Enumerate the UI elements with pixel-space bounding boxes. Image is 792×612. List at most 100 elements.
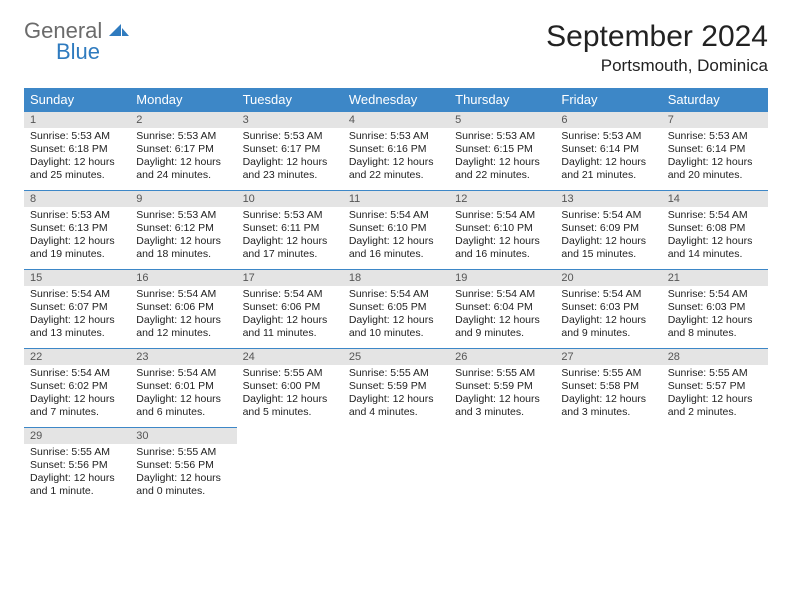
sunrise-text: Sunrise: 5:54 AM — [30, 288, 124, 301]
calendar-body: 1 Sunrise: 5:53 AM Sunset: 6:18 PM Daylight… — [24, 112, 768, 507]
daylight-text-2: and 10 minutes. — [349, 327, 443, 340]
weekday-header: Saturday — [662, 88, 768, 112]
sunrise-text: Sunrise: 5:53 AM — [243, 130, 337, 143]
day-details: Sunrise: 5:54 AMSunset: 6:04 PMDaylight:… — [449, 286, 555, 345]
daylight-text-2: and 22 minutes. — [455, 169, 549, 182]
sunset-text: Sunset: 6:09 PM — [561, 222, 655, 235]
sunset-text: Sunset: 6:10 PM — [455, 222, 549, 235]
daylight-text: Daylight: 12 hours — [349, 156, 443, 169]
day-number: 4 — [343, 112, 449, 128]
calendar-day-cell — [662, 428, 768, 507]
day-number: 14 — [662, 191, 768, 207]
day-details: Sunrise: 5:53 AMSunset: 6:17 PMDaylight:… — [130, 128, 236, 187]
day-details: Sunrise: 5:54 AMSunset: 6:10 PMDaylight:… — [449, 207, 555, 266]
day-number: 1 — [24, 112, 130, 128]
sunset-text: Sunset: 6:04 PM — [455, 301, 549, 314]
day-details: Sunrise: 5:54 AMSunset: 6:02 PMDaylight:… — [24, 365, 130, 424]
month-title: September 2024 — [546, 20, 768, 54]
sunrise-text: Sunrise: 5:54 AM — [455, 209, 549, 222]
daylight-text: Daylight: 12 hours — [561, 393, 655, 406]
daylight-text: Daylight: 12 hours — [243, 314, 337, 327]
day-number: 8 — [24, 191, 130, 207]
day-number: 12 — [449, 191, 555, 207]
daylight-text: Daylight: 12 hours — [30, 235, 124, 248]
day-details: Sunrise: 5:53 AMSunset: 6:14 PMDaylight:… — [555, 128, 661, 187]
day-number: 22 — [24, 349, 130, 365]
daylight-text: Daylight: 12 hours — [349, 235, 443, 248]
weekday-header-row: Sunday Monday Tuesday Wednesday Thursday… — [24, 88, 768, 112]
daylight-text: Daylight: 12 hours — [30, 314, 124, 327]
daylight-text-2: and 6 minutes. — [136, 406, 230, 419]
calendar-day-cell — [555, 428, 661, 507]
day-number: 16 — [130, 270, 236, 286]
daylight-text-2: and 7 minutes. — [30, 406, 124, 419]
day-details: Sunrise: 5:55 AMSunset: 5:59 PMDaylight:… — [343, 365, 449, 424]
calendar-table: Sunday Monday Tuesday Wednesday Thursday… — [24, 88, 768, 506]
calendar-day-cell: 23Sunrise: 5:54 AMSunset: 6:01 PMDayligh… — [130, 349, 236, 428]
sunrise-text: Sunrise: 5:54 AM — [243, 288, 337, 301]
sunset-text: Sunset: 5:58 PM — [561, 380, 655, 393]
sunset-text: Sunset: 5:57 PM — [668, 380, 762, 393]
day-details: Sunrise: 5:53 AMSunset: 6:14 PMDaylight:… — [662, 128, 768, 187]
day-details: Sunrise: 5:54 AMSunset: 6:05 PMDaylight:… — [343, 286, 449, 345]
weekday-header: Friday — [555, 88, 661, 112]
day-number: 15 — [24, 270, 130, 286]
calendar-day-cell: 29Sunrise: 5:55 AMSunset: 5:56 PMDayligh… — [24, 428, 130, 507]
sunrise-text: Sunrise: 5:55 AM — [668, 367, 762, 380]
daylight-text-2: and 1 minute. — [30, 485, 124, 498]
logo-text: General Blue — [24, 20, 129, 63]
sunset-text: Sunset: 6:14 PM — [561, 143, 655, 156]
daylight-text: Daylight: 12 hours — [243, 235, 337, 248]
day-number: 28 — [662, 349, 768, 365]
day-details: Sunrise: 5:54 AMSunset: 6:03 PMDaylight:… — [555, 286, 661, 345]
calendar-week-row: 29Sunrise: 5:55 AMSunset: 5:56 PMDayligh… — [24, 428, 768, 507]
daylight-text: Daylight: 12 hours — [561, 235, 655, 248]
calendar-day-cell: 12Sunrise: 5:54 AMSunset: 6:10 PMDayligh… — [449, 191, 555, 270]
sunset-text: Sunset: 5:56 PM — [30, 459, 124, 472]
daylight-text: Daylight: 12 hours — [136, 235, 230, 248]
sunset-text: Sunset: 6:11 PM — [243, 222, 337, 235]
sunrise-text: Sunrise: 5:53 AM — [668, 130, 762, 143]
calendar-day-cell: 16Sunrise: 5:54 AMSunset: 6:06 PMDayligh… — [130, 270, 236, 349]
daylight-text-2: and 13 minutes. — [30, 327, 124, 340]
calendar-day-cell — [449, 428, 555, 507]
day-number: 17 — [237, 270, 343, 286]
sunset-text: Sunset: 6:15 PM — [455, 143, 549, 156]
day-details: Sunrise: 5:54 AMSunset: 6:08 PMDaylight:… — [662, 207, 768, 266]
sunrise-text: Sunrise: 5:54 AM — [349, 288, 443, 301]
sunset-text: Sunset: 6:03 PM — [668, 301, 762, 314]
calendar-day-cell: 30Sunrise: 5:55 AMSunset: 5:56 PMDayligh… — [130, 428, 236, 507]
sunrise-text: Sunrise: 5:53 AM — [561, 130, 655, 143]
calendar-day-cell: 9Sunrise: 5:53 AMSunset: 6:12 PMDaylight… — [130, 191, 236, 270]
day-details: Sunrise: 5:53 AMSunset: 6:11 PMDaylight:… — [237, 207, 343, 266]
day-number: 26 — [449, 349, 555, 365]
calendar-week-row: 1 Sunrise: 5:53 AM Sunset: 6:18 PM Daylight… — [24, 112, 768, 191]
sunset-text: Sunset: 6:10 PM — [349, 222, 443, 235]
sunset-text: Sunset: 6:02 PM — [30, 380, 124, 393]
day-details: Sunrise: 5:53 AMSunset: 6:12 PMDaylight:… — [130, 207, 236, 266]
brand-logo: General Blue — [24, 20, 129, 63]
daylight-text: Daylight: 12 hours — [136, 393, 230, 406]
sunrise-text: Sunrise: 5:54 AM — [136, 288, 230, 301]
sunset-text: Sunset: 6:18 PM — [30, 143, 124, 156]
sunset-text: Sunset: 6:16 PM — [349, 143, 443, 156]
daylight-text-2: and 12 minutes. — [136, 327, 230, 340]
sail-icon — [109, 25, 129, 42]
daylight-text-2: and 21 minutes. — [561, 169, 655, 182]
weekday-header: Wednesday — [343, 88, 449, 112]
daylight-text-2: and 25 minutes. — [30, 169, 124, 182]
daylight-text-2: and 23 minutes. — [243, 169, 337, 182]
daylight-text: Daylight: 12 hours — [668, 156, 762, 169]
sunrise-text: Sunrise: 5:53 AM — [136, 209, 230, 222]
sunset-text: Sunset: 6:06 PM — [136, 301, 230, 314]
daylight-text: Daylight: 12 hours — [455, 393, 549, 406]
sunset-text: Sunset: 5:56 PM — [136, 459, 230, 472]
sunset-text: Sunset: 6:13 PM — [30, 222, 124, 235]
calendar-day-cell: 11Sunrise: 5:54 AMSunset: 6:10 PMDayligh… — [343, 191, 449, 270]
daylight-text-2: and 17 minutes. — [243, 248, 337, 261]
day-number: 7 — [662, 112, 768, 128]
sunrise-text: Sunrise: 5:54 AM — [136, 367, 230, 380]
calendar-page: General Blue September 2024 Portsmouth, … — [0, 0, 792, 526]
daylight-text: Daylight: 12 hours — [136, 472, 230, 485]
calendar-day-cell: 7Sunrise: 5:53 AMSunset: 6:14 PMDaylight… — [662, 112, 768, 191]
